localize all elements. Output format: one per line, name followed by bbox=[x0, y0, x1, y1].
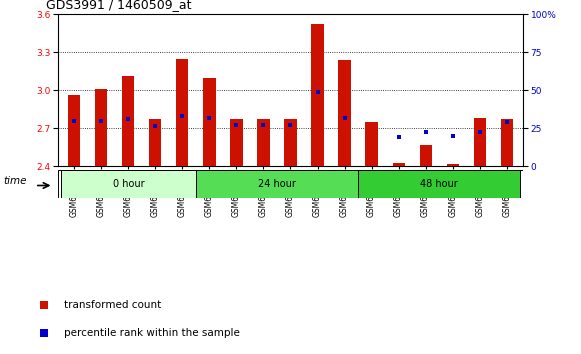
Text: 24 hour: 24 hour bbox=[258, 179, 296, 189]
Bar bbox=[311, 24, 324, 166]
Bar bbox=[419, 145, 432, 166]
Text: time: time bbox=[3, 176, 26, 186]
Bar bbox=[358, 170, 520, 198]
Text: 0 hour: 0 hour bbox=[113, 179, 144, 189]
Bar bbox=[365, 122, 378, 166]
Bar bbox=[61, 170, 196, 198]
Text: GDS3991 / 1460509_at: GDS3991 / 1460509_at bbox=[46, 0, 192, 11]
Bar bbox=[339, 60, 350, 166]
Bar bbox=[122, 76, 134, 166]
Bar bbox=[149, 119, 162, 166]
Text: 48 hour: 48 hour bbox=[420, 179, 458, 189]
Bar bbox=[203, 78, 216, 166]
Bar bbox=[196, 170, 358, 198]
Bar bbox=[447, 164, 459, 166]
Text: percentile rank within the sample: percentile rank within the sample bbox=[64, 327, 239, 338]
Text: transformed count: transformed count bbox=[64, 299, 161, 310]
Bar bbox=[176, 58, 188, 166]
Bar bbox=[68, 95, 80, 166]
Bar bbox=[285, 119, 296, 166]
Bar bbox=[95, 89, 107, 166]
Bar bbox=[231, 119, 242, 166]
Bar bbox=[501, 119, 513, 166]
Bar bbox=[257, 119, 270, 166]
Bar bbox=[474, 118, 486, 166]
Bar bbox=[393, 162, 405, 166]
